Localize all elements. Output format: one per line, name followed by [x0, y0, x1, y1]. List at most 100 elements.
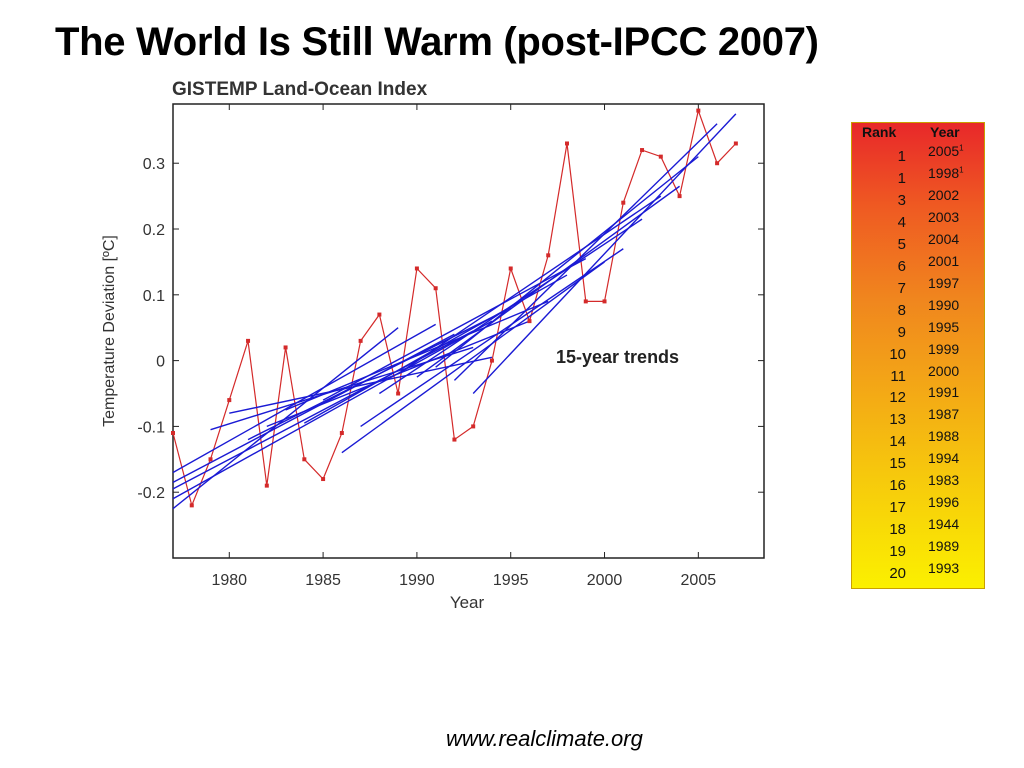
rank-table-year: 2003 [928, 208, 960, 225]
rank-table-year: 1996 [928, 494, 960, 511]
rank-table-year: 20051 [928, 143, 964, 159]
rank-table-year: 1990 [928, 296, 960, 313]
rank-table-year: 2004 [928, 230, 960, 247]
rank-table-rank: 17 [889, 499, 906, 517]
data-point [264, 483, 269, 488]
y-tick-label: 0.1 [143, 288, 165, 305]
data-point [546, 253, 551, 258]
x-tick-label: 1985 [305, 572, 341, 589]
rank-table-rank: 16 [889, 477, 906, 495]
data-point [583, 299, 588, 304]
trend-line [397, 195, 662, 375]
rank-table-year: 1988 [928, 428, 960, 445]
x-axis-label: Year [450, 593, 485, 612]
data-point [321, 477, 326, 482]
x-tick-label: 1990 [399, 572, 435, 589]
data-point [489, 358, 494, 363]
rank-table-rank: 11 [890, 367, 906, 385]
rank-table-year: 1944 [928, 516, 960, 533]
y-tick-label: 0 [156, 354, 165, 371]
rank-table-year: 1987 [928, 406, 960, 423]
data-point [527, 319, 532, 324]
data-point [414, 266, 419, 271]
data-point [208, 457, 213, 462]
rank-table-year: 2000 [928, 362, 960, 379]
data-point [283, 345, 288, 350]
data-point [471, 424, 476, 429]
trend-line [453, 123, 718, 381]
x-tick-label: 1980 [211, 572, 247, 589]
y-tick-label: 0.2 [143, 222, 165, 239]
rank-table-rank: 4 [897, 213, 906, 231]
trend-line [472, 113, 737, 394]
data-point [339, 430, 344, 435]
trend-line [341, 261, 605, 454]
rank-table-rank: 20 [889, 565, 906, 583]
rank-table-header-year: Year [930, 124, 960, 140]
rank-table-rank: 7 [897, 279, 906, 297]
trend-line [416, 185, 680, 378]
data-point [246, 338, 251, 343]
y-tick-label: -0.2 [137, 485, 165, 502]
data-point [396, 391, 401, 396]
footnote-marker: 1 [959, 165, 964, 175]
trend-line [360, 248, 624, 427]
x-tick-label: 2000 [587, 572, 623, 589]
y-tick-label: 0.3 [143, 156, 165, 173]
rank-table-year: 1983 [928, 472, 960, 489]
trend-line [172, 320, 493, 500]
data-point [565, 141, 569, 146]
rank-table-year: 1989 [928, 538, 960, 555]
data-point [302, 457, 307, 462]
rank-table-rank: 5 [897, 235, 906, 253]
data-point [452, 437, 457, 442]
data-point [189, 503, 194, 508]
data-point [433, 286, 438, 291]
chart-title: GISTEMP Land-Ocean Index [172, 79, 428, 100]
footer-url: www.realclimate.org [446, 726, 643, 751]
data-point [696, 108, 701, 113]
data-point [621, 200, 626, 205]
rank-table-header-rank: Rank [862, 124, 897, 140]
rank-table-rank: 19 [889, 543, 906, 561]
rank-table-year: 1997 [928, 274, 960, 291]
data-point [733, 141, 738, 146]
rank-table-year: 1991 [928, 384, 960, 401]
data-point [171, 430, 175, 435]
data-point [715, 161, 720, 166]
x-tick-label: 1995 [493, 572, 529, 589]
data-point [640, 148, 645, 153]
rank-table-rank: 9 [897, 323, 906, 341]
data-point [677, 194, 682, 199]
rank-table-rank: 6 [897, 257, 906, 275]
rank-table-year: 1993 [928, 560, 960, 577]
trend-line [435, 156, 699, 368]
data-point [377, 312, 382, 317]
rank-table-rank: 14 [889, 433, 906, 451]
data-point [358, 338, 363, 343]
rank-table-rank: 1 [897, 169, 906, 187]
y-axis-label: Temperature Deviation [ºC] [101, 235, 118, 427]
rank-table-rank: 13 [889, 411, 906, 429]
rank-table-rank: 15 [889, 455, 906, 473]
rank-table-rank: 8 [897, 301, 906, 319]
footnote-marker: 1 [959, 143, 964, 153]
rank-table-year: 2002 [928, 186, 960, 203]
rank-table-year: 1995 [928, 318, 960, 335]
rank-table-rank: 1 [897, 148, 906, 165]
data-point [508, 266, 513, 271]
y-tick-label: -0.1 [137, 419, 165, 436]
chart-annotation: 15-year trends [556, 347, 679, 367]
rank-table-year: 1999 [928, 340, 960, 357]
rank-table-year: 19981 [928, 164, 964, 181]
data-point [227, 398, 232, 403]
rank-table-year: 2001 [928, 252, 960, 269]
trend-line [247, 307, 512, 441]
rank-table-rank: 10 [889, 345, 906, 363]
rank-table-rank: 12 [889, 389, 906, 407]
rank-table: Rank Year 1 20051 1 19981 3 2002 4 2003 5 2004 6 20… [851, 122, 985, 589]
data-point [602, 299, 607, 304]
x-tick-label: 2005 [681, 572, 717, 589]
data-point [658, 154, 663, 159]
